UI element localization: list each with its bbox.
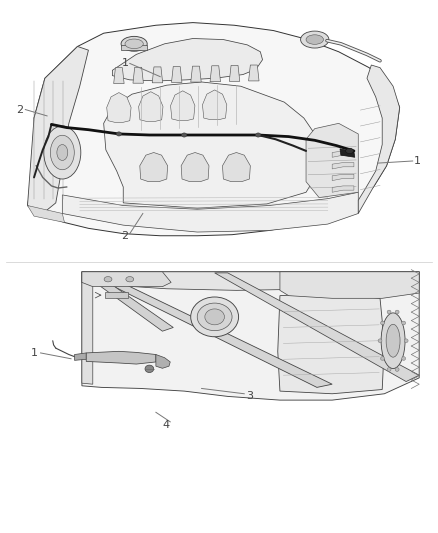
Polygon shape (332, 174, 354, 181)
Polygon shape (62, 192, 358, 232)
Ellipse shape (402, 357, 406, 360)
Polygon shape (306, 123, 358, 198)
Polygon shape (28, 46, 88, 214)
Polygon shape (74, 353, 86, 360)
Polygon shape (249, 65, 259, 81)
Polygon shape (156, 354, 170, 368)
Polygon shape (191, 66, 201, 82)
Ellipse shape (395, 310, 399, 314)
Ellipse shape (381, 321, 385, 325)
Text: 1: 1 (413, 156, 420, 166)
Text: 3: 3 (246, 391, 253, 401)
Polygon shape (82, 272, 419, 400)
Polygon shape (340, 149, 355, 157)
Ellipse shape (381, 357, 385, 360)
Polygon shape (121, 45, 147, 50)
Polygon shape (181, 152, 209, 182)
Polygon shape (223, 152, 251, 182)
Ellipse shape (306, 35, 323, 44)
Ellipse shape (404, 339, 408, 343)
Polygon shape (28, 22, 399, 236)
Polygon shape (202, 90, 227, 119)
Ellipse shape (387, 310, 391, 314)
Ellipse shape (121, 36, 147, 51)
Polygon shape (278, 293, 385, 394)
Ellipse shape (116, 132, 121, 136)
Ellipse shape (346, 148, 353, 154)
Ellipse shape (300, 31, 329, 48)
Text: 2: 2 (121, 231, 128, 241)
Text: 4: 4 (162, 419, 170, 430)
Polygon shape (358, 65, 399, 214)
Polygon shape (82, 272, 419, 290)
Ellipse shape (381, 313, 405, 368)
Ellipse shape (255, 133, 261, 137)
Polygon shape (133, 67, 143, 83)
Polygon shape (82, 273, 173, 331)
Polygon shape (82, 272, 93, 384)
Polygon shape (215, 273, 419, 382)
Polygon shape (170, 91, 195, 120)
Ellipse shape (386, 324, 400, 357)
Ellipse shape (205, 309, 224, 325)
Polygon shape (172, 67, 182, 83)
Polygon shape (140, 152, 168, 182)
Ellipse shape (44, 126, 81, 179)
Ellipse shape (125, 39, 143, 49)
Polygon shape (332, 163, 354, 169)
Polygon shape (86, 351, 156, 364)
Polygon shape (152, 67, 162, 83)
Polygon shape (210, 66, 220, 82)
Ellipse shape (387, 368, 391, 372)
Ellipse shape (395, 368, 399, 372)
Polygon shape (105, 292, 127, 298)
Text: 2: 2 (17, 104, 24, 115)
Polygon shape (86, 273, 332, 387)
Polygon shape (280, 272, 419, 298)
Polygon shape (332, 151, 354, 157)
Polygon shape (82, 272, 171, 287)
Polygon shape (114, 68, 124, 84)
Polygon shape (139, 92, 163, 122)
Polygon shape (113, 38, 262, 81)
Polygon shape (28, 206, 64, 222)
Polygon shape (104, 82, 319, 208)
Ellipse shape (378, 339, 382, 343)
Polygon shape (230, 66, 240, 82)
Text: 1: 1 (122, 59, 129, 68)
Polygon shape (332, 186, 354, 192)
Ellipse shape (402, 321, 406, 325)
Polygon shape (107, 93, 131, 122)
Ellipse shape (145, 365, 154, 373)
Ellipse shape (126, 277, 134, 282)
Ellipse shape (191, 297, 239, 337)
Text: 1: 1 (31, 348, 38, 358)
Ellipse shape (50, 135, 74, 169)
Ellipse shape (57, 144, 68, 160)
Ellipse shape (197, 303, 232, 330)
Ellipse shape (182, 133, 187, 137)
Ellipse shape (104, 277, 112, 282)
